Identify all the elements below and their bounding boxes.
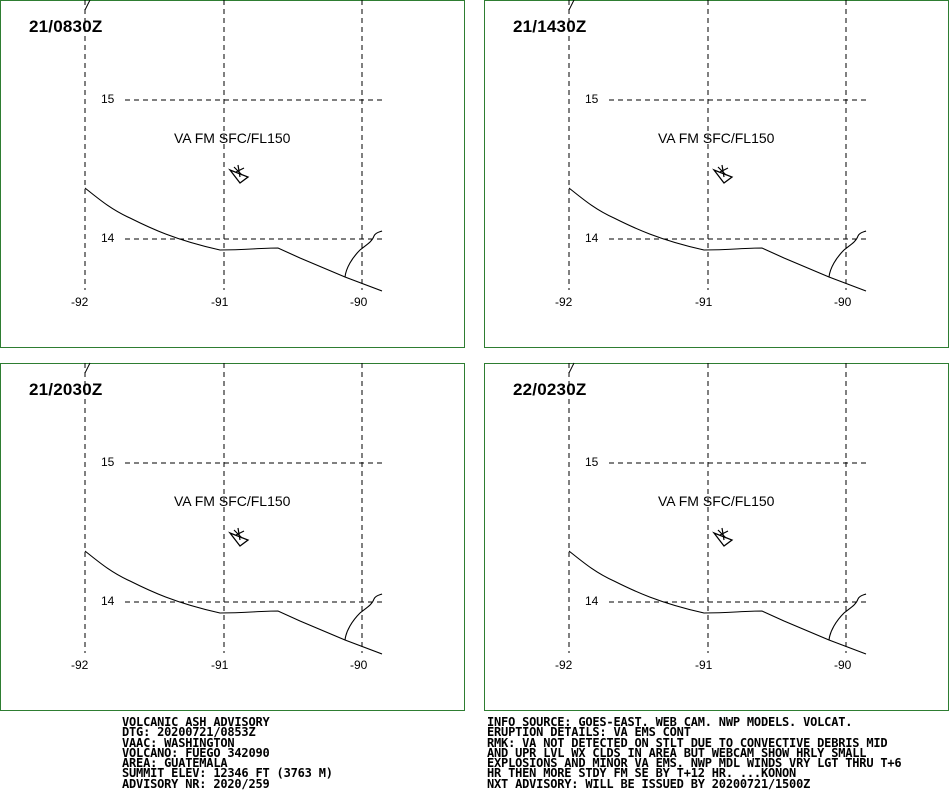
border-line bbox=[344, 593, 383, 641]
advisory-line: AREA: GUATEMALA bbox=[122, 756, 228, 771]
coastline bbox=[84, 187, 383, 292]
longitude-label-91: -91 bbox=[694, 658, 714, 672]
panel-frame bbox=[0, 0, 465, 348]
coast-fragment bbox=[568, 362, 575, 374]
latitude-label-14: 14 bbox=[100, 231, 116, 245]
coast-fragment bbox=[84, 0, 91, 11]
advisory-line: DTG: 20200721/0853Z bbox=[122, 725, 256, 740]
panel-frame bbox=[484, 0, 949, 348]
ash-layer-label: VA FM SFC/FL150 bbox=[658, 493, 775, 509]
longitude-label-90: -90 bbox=[833, 658, 853, 672]
coastline bbox=[84, 550, 383, 655]
ash-layer-label: VA FM SFC/FL150 bbox=[174, 493, 291, 509]
map-panel-2: 21/1430Z VA FM SFC/FL150 15 14 -92 -91 -… bbox=[484, 0, 949, 348]
longitude-label-91: -91 bbox=[210, 295, 230, 309]
longitude-label-92: -92 bbox=[554, 658, 574, 672]
map-panel-1: 21/0830Z VA FM SFC/FL150 15 14 -92 -91 -… bbox=[0, 0, 465, 348]
longitude-label-92: -92 bbox=[70, 295, 90, 309]
advisory-line: ADVISORY NR: 2020/259 bbox=[122, 776, 270, 791]
advisory-line: INFO SOURCE: GOES-EAST. WEB CAM. NWP MOD… bbox=[487, 715, 853, 729]
latitude-label-14: 14 bbox=[100, 594, 116, 608]
advisory-details-block: INFO SOURCE: GOES-EAST. WEB CAM. NWP MOD… bbox=[487, 715, 902, 791]
advisory-line: VOLCANO: FUEGO 342090 bbox=[122, 745, 270, 760]
volcano-ash-icon bbox=[228, 164, 250, 184]
latitude-label-14: 14 bbox=[584, 231, 600, 245]
coastline bbox=[568, 187, 867, 292]
volcano-ash-icon bbox=[228, 527, 250, 547]
map-panel-3: 21/2030Z VA FM SFC/FL150 15 14 -92 -91 -… bbox=[0, 362, 465, 711]
longitude-label-90: -90 bbox=[833, 295, 853, 309]
volcano-ash-icon bbox=[712, 164, 734, 184]
map-graphic bbox=[0, 0, 465, 348]
panel-frame bbox=[484, 363, 949, 711]
longitude-label-91: -91 bbox=[210, 658, 230, 672]
map-graphic bbox=[484, 362, 949, 711]
border-line bbox=[828, 230, 867, 278]
forecast-time: 21/0830Z bbox=[29, 17, 103, 36]
advisory-line: VAAC: WASHINGTON bbox=[122, 735, 235, 750]
coast-fragment bbox=[84, 362, 91, 374]
map-graphic bbox=[484, 0, 949, 348]
border-line bbox=[828, 593, 867, 641]
volcano-ash-icon bbox=[712, 527, 734, 547]
longitude-label-92: -92 bbox=[70, 658, 90, 672]
advisory-line: NXT ADVISORY: WILL BE ISSUED BY 20200721… bbox=[487, 776, 811, 791]
latitude-label-14: 14 bbox=[584, 594, 600, 608]
advisory-line: ERUPTION DETAILS: VA EMS CONT bbox=[487, 725, 691, 740]
map-graphic bbox=[0, 362, 465, 711]
advisory-line: RMK: VA NOT DETECTED ON STLT DUE TO CONV… bbox=[487, 735, 888, 750]
longitude-label-90: -90 bbox=[349, 295, 369, 309]
latitude-label-15: 15 bbox=[584, 455, 600, 469]
latitude-label-15: 15 bbox=[100, 455, 116, 469]
advisory-line: VOLCANIC ASH ADVISORY bbox=[122, 715, 270, 729]
forecast-time: 21/2030Z bbox=[29, 380, 103, 399]
latitude-label-15: 15 bbox=[584, 92, 600, 106]
advisory-header-block: VOLCANIC ASH ADVISORY DTG: 20200721/0853Z… bbox=[122, 715, 333, 791]
coast-fragment bbox=[568, 0, 575, 11]
advisory-line: SUMMIT ELEV: 12346 FT (3763 M) bbox=[122, 766, 333, 781]
longitude-label-91: -91 bbox=[694, 295, 714, 309]
latitude-label-15: 15 bbox=[100, 92, 116, 106]
forecast-time: 22/0230Z bbox=[513, 380, 587, 399]
coastline bbox=[568, 550, 867, 655]
advisory-line: EXPLOSIONS AND MINOR VA EMS. NWP MDL WIN… bbox=[487, 756, 902, 771]
longitude-label-90: -90 bbox=[349, 658, 369, 672]
advisory-line: HR THEN MORE STDY FM SE BY T+12 HR. ...K… bbox=[487, 766, 797, 781]
advisory-line: AND UPR LVL WX CLDS IN AREA BUT WEBCAM S… bbox=[487, 745, 867, 760]
map-panel-4: 22/0230Z VA FM SFC/FL150 15 14 -92 -91 -… bbox=[484, 362, 949, 711]
border-line bbox=[344, 230, 383, 278]
ash-layer-label: VA FM SFC/FL150 bbox=[174, 130, 291, 146]
panel-frame bbox=[0, 363, 465, 711]
ash-layer-label: VA FM SFC/FL150 bbox=[658, 130, 775, 146]
longitude-label-92: -92 bbox=[554, 295, 574, 309]
forecast-time: 21/1430Z bbox=[513, 17, 587, 36]
